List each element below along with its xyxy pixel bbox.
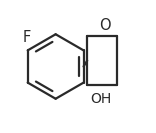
Text: OH: OH (90, 92, 112, 105)
Text: O: O (99, 18, 110, 33)
Text: F: F (22, 30, 31, 45)
